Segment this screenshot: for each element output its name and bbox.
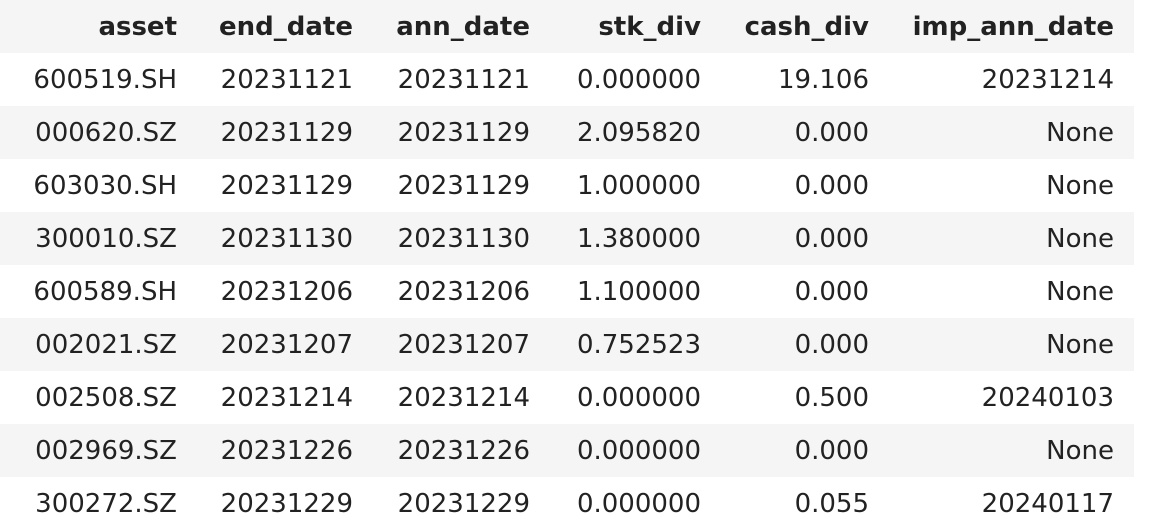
cell-cash-div: 19.106 [778, 64, 869, 95]
cell-end-date: 20231129 [220, 117, 353, 148]
cell-stk-div: 0.000000 [576, 435, 701, 466]
cell-imp-ann-date: 20231214 [981, 64, 1114, 95]
cell-ann-date: 20231226 [397, 435, 530, 466]
table-row: 000620.SZ 20231129 20231129 2.095820 0.0… [0, 106, 1134, 159]
table-row: 603030.SH 20231129 20231129 1.000000 0.0… [0, 159, 1134, 212]
cell-end-date: 20231206 [220, 276, 353, 307]
cell-asset: 600589.SH [33, 276, 177, 307]
cell-ann-date: 20231206 [397, 276, 530, 307]
cell-asset: 600519.SH [33, 64, 177, 95]
column-header-imp-ann-date: imp_ann_date [912, 11, 1114, 42]
table-body: 600519.SH 20231121 20231121 0.000000 19.… [0, 53, 1134, 530]
cell-ann-date: 20231121 [397, 64, 530, 95]
cell-stk-div: 0.000000 [576, 488, 701, 519]
cell-cash-div: 0.000 [794, 223, 869, 254]
cell-stk-div: 0.000000 [576, 382, 701, 413]
cell-asset: 603030.SH [33, 170, 177, 201]
column-header-asset: asset [98, 11, 177, 42]
cell-imp-ann-date: 20240103 [981, 382, 1114, 413]
column-header-cash-div: cash_div [744, 11, 869, 42]
column-header-end-date: end_date [219, 11, 353, 42]
cell-asset: 002969.SZ [35, 435, 177, 466]
cell-cash-div: 0.055 [794, 488, 869, 519]
table-row: 002969.SZ 20231226 20231226 0.000000 0.0… [0, 424, 1134, 477]
cell-cash-div: 0.000 [794, 117, 869, 148]
cell-end-date: 20231130 [220, 223, 353, 254]
cell-cash-div: 0.000 [794, 329, 869, 360]
cell-cash-div: 0.500 [794, 382, 869, 413]
cell-ann-date: 20231207 [397, 329, 530, 360]
cell-asset: 000620.SZ [35, 117, 177, 148]
cell-asset: 002508.SZ [35, 382, 177, 413]
cell-stk-div: 1.000000 [576, 170, 701, 201]
cell-end-date: 20231129 [220, 170, 353, 201]
cell-imp-ann-date: None [1046, 223, 1114, 254]
cell-imp-ann-date: None [1046, 117, 1114, 148]
cell-end-date: 20231226 [220, 435, 353, 466]
cell-asset: 002021.SZ [35, 329, 177, 360]
cell-imp-ann-date: None [1046, 435, 1114, 466]
column-header-ann-date: ann_date [396, 11, 530, 42]
table-row: 300010.SZ 20231130 20231130 1.380000 0.0… [0, 212, 1134, 265]
table-row: 002508.SZ 20231214 20231214 0.000000 0.5… [0, 371, 1134, 424]
cell-cash-div: 0.000 [794, 435, 869, 466]
cell-ann-date: 20231129 [397, 170, 530, 201]
cell-stk-div: 0.752523 [576, 329, 701, 360]
cell-end-date: 20231121 [220, 64, 353, 95]
cell-ann-date: 20231130 [397, 223, 530, 254]
cell-asset: 300272.SZ [35, 488, 177, 519]
table-header: asset end_date ann_date stk_div cash_div… [0, 0, 1134, 53]
cell-imp-ann-date: 20240117 [981, 488, 1114, 519]
cell-imp-ann-date: None [1046, 170, 1114, 201]
cell-cash-div: 0.000 [794, 170, 869, 201]
cell-stk-div: 2.095820 [576, 117, 701, 148]
cell-ann-date: 20231214 [397, 382, 530, 413]
cell-stk-div: 1.380000 [576, 223, 701, 254]
cell-end-date: 20231229 [220, 488, 353, 519]
cell-cash-div: 0.000 [794, 276, 869, 307]
table-row: 600519.SH 20231121 20231121 0.000000 19.… [0, 53, 1134, 106]
table-row: 300272.SZ 20231229 20231229 0.000000 0.0… [0, 477, 1134, 530]
cell-ann-date: 20231129 [397, 117, 530, 148]
cell-stk-div: 0.000000 [576, 64, 701, 95]
table-row: 600589.SH 20231206 20231206 1.100000 0.0… [0, 265, 1134, 318]
table-row: 002021.SZ 20231207 20231207 0.752523 0.0… [0, 318, 1134, 371]
cell-imp-ann-date: None [1046, 276, 1114, 307]
column-header-stk-div: stk_div [598, 11, 701, 42]
cell-end-date: 20231207 [220, 329, 353, 360]
cell-end-date: 20231214 [220, 382, 353, 413]
cell-imp-ann-date: None [1046, 329, 1114, 360]
cell-stk-div: 1.100000 [576, 276, 701, 307]
cell-asset: 300010.SZ [35, 223, 177, 254]
cell-ann-date: 20231229 [397, 488, 530, 519]
header-row: asset end_date ann_date stk_div cash_div… [0, 0, 1134, 53]
